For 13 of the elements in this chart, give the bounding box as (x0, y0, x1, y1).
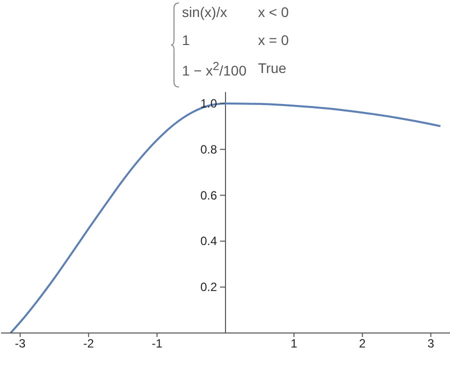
x-tick-label: -2 (83, 336, 94, 351)
x-tick-label: -1 (152, 336, 163, 351)
x-tick-label: -3 (14, 336, 26, 351)
x-tick-label: 2 (359, 336, 366, 351)
x-tick-label: 3 (427, 336, 434, 351)
text: 1 − x$^{2}$/100 True (182, 60, 286, 79)
y-tick-label: 0.6 (200, 188, 218, 202)
text: 1 x = 0 (182, 32, 289, 48)
x-tick-label: 1 (290, 336, 298, 351)
y-tick-label: 0.2 (200, 280, 218, 294)
y-tick-label: 0.4 (200, 234, 218, 248)
text: sin(x)/x x < 0 (182, 4, 289, 20)
y-tick-label: 0.8 (200, 142, 218, 156)
